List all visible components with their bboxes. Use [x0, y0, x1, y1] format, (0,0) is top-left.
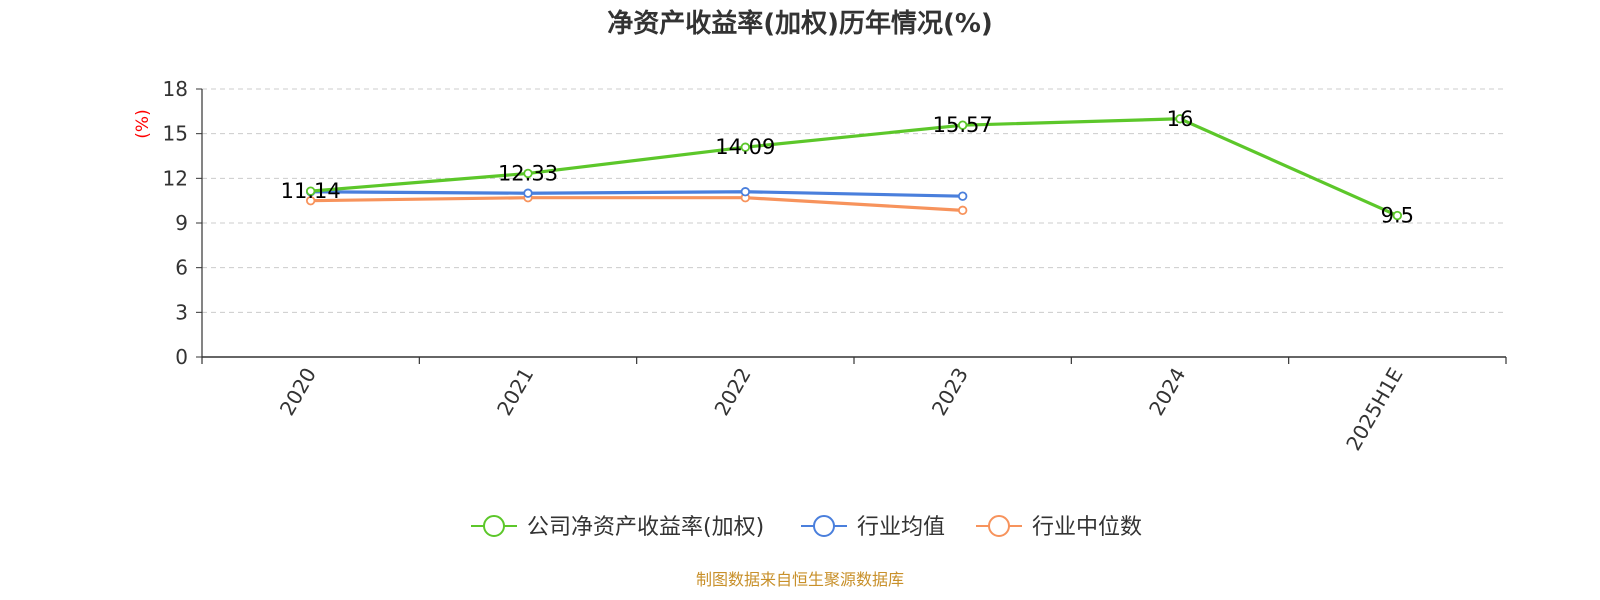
- x-tick-label: 2020: [275, 364, 321, 420]
- legend-circle-marker: [813, 515, 835, 537]
- series-lines: [305, 114, 1403, 221]
- data-label: 16: [1167, 107, 1194, 131]
- legend-circle-marker: [988, 515, 1010, 537]
- legend-label: 行业中位数: [1032, 515, 1142, 540]
- data-point: [1175, 114, 1185, 124]
- data-point: [305, 186, 316, 196]
- y-tick-label: 12: [163, 166, 188, 190]
- data-label: 12.33: [498, 161, 558, 185]
- chart-title: 净资产收益率(加权)历年情况(%): [607, 8, 993, 39]
- data-label: 9.5: [1381, 204, 1414, 228]
- data-point: [523, 188, 533, 198]
- y-tick-label: 0: [175, 345, 188, 369]
- legend-label: 公司净资产收益率(加权): [527, 515, 764, 540]
- series-line: [310, 117, 1398, 218]
- y-tick-label: 15: [163, 122, 188, 146]
- x-tick-label: 2022: [709, 364, 755, 420]
- data-label: 14.09: [715, 135, 775, 159]
- data-point: [740, 187, 751, 197]
- legend: 公司净资产收益率(加权) 行业均值 行业中位数: [471, 515, 1142, 540]
- data-point: [740, 142, 751, 152]
- data-label: 15.57: [933, 113, 993, 137]
- data-point: [305, 195, 316, 206]
- series-line: [310, 196, 963, 212]
- data-label: 11.14: [281, 179, 341, 203]
- x-tick-label: 2024: [1144, 364, 1190, 420]
- legend-label: 行业均值: [857, 515, 945, 540]
- data-labels: 11.14 12.33 14.09 15.57 16 9.5: [281, 107, 1414, 228]
- data-point: [957, 120, 968, 130]
- x-tick-label: 2025H1E: [1341, 364, 1407, 455]
- data-point: [957, 191, 968, 201]
- x-tick-label: 2023: [927, 364, 973, 420]
- x-tick-label: 2021: [492, 364, 538, 420]
- grid-lines: [202, 88, 1506, 313]
- y-axis-unit-label: (%): [133, 109, 153, 138]
- data-point: [523, 168, 533, 179]
- series-line: [310, 190, 963, 198]
- y-tick-label: 18: [163, 77, 188, 101]
- y-tick-label: 6: [175, 256, 188, 280]
- source-note: 制图数据来自恒生聚源数据库: [696, 570, 904, 589]
- data-point: [957, 205, 968, 216]
- data-point: [1392, 210, 1403, 221]
- y-tick-label: 3: [175, 300, 188, 324]
- y-tick-label: 9: [175, 211, 188, 235]
- legend-circle-marker: [483, 515, 505, 537]
